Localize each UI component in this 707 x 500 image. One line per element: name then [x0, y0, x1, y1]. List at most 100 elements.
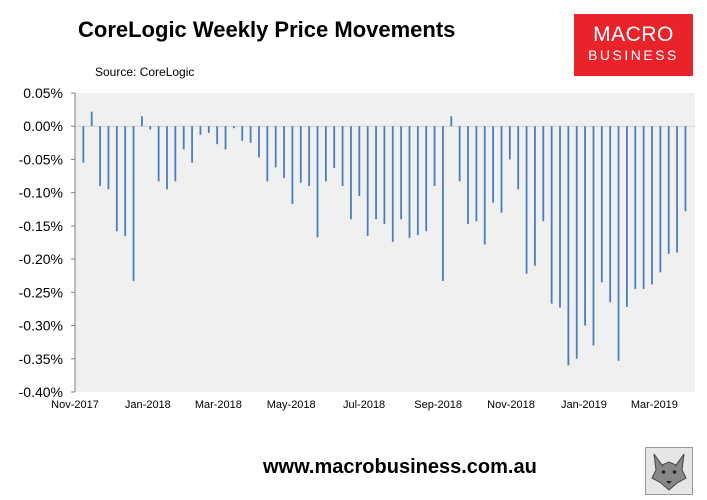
bar — [408, 126, 411, 238]
y-tick-label: -0.35% — [19, 351, 63, 367]
bar — [358, 126, 361, 196]
bar — [324, 126, 327, 182]
y-tick-label: -0.30% — [19, 318, 63, 334]
bar — [684, 126, 687, 212]
bar — [550, 126, 553, 304]
bar — [626, 126, 628, 307]
bar — [333, 126, 336, 169]
bar — [274, 126, 277, 168]
bar — [191, 126, 193, 163]
y-tick-label: -0.15% — [19, 218, 63, 234]
y-tick-label: 0.05% — [23, 85, 63, 101]
bar — [483, 126, 486, 245]
bar — [542, 126, 545, 222]
bar — [400, 126, 403, 220]
bar — [508, 126, 511, 160]
bar — [534, 126, 536, 266]
bar — [224, 126, 227, 150]
bar — [132, 126, 135, 282]
bar — [458, 126, 461, 182]
bar — [584, 126, 586, 326]
bar — [157, 126, 160, 182]
bar — [316, 126, 319, 238]
bar — [308, 126, 311, 187]
bar — [442, 126, 444, 282]
y-tick-label: -0.20% — [19, 251, 63, 267]
macrobusiness-logo[interactable]: MACRO BUSINESS — [574, 14, 693, 76]
bar-chart: 0.05% 0.00% -0.05% -0.10% -0.15% -0.20% -0.25%… — [19, 85, 695, 411]
bar — [283, 126, 285, 179]
bar — [391, 126, 394, 242]
bar — [575, 126, 578, 359]
bar — [90, 111, 93, 127]
bar — [199, 126, 202, 135]
x-tick-label: Jan-2018 — [125, 399, 171, 411]
bar — [124, 126, 127, 236]
bar — [383, 126, 386, 224]
y-tick-label: -0.25% — [19, 284, 63, 300]
x-tick-label: Mar-2019 — [631, 399, 678, 411]
bar — [525, 126, 528, 274]
bar — [174, 126, 177, 182]
x-tick-label: May-2018 — [267, 399, 316, 411]
bar-series — [82, 111, 687, 366]
x-tick-label: Mar-2018 — [195, 399, 242, 411]
bar — [82, 126, 85, 163]
y-tick-label: -0.40% — [19, 384, 63, 400]
bar — [258, 126, 260, 158]
chart-title: CoreLogic Weekly Price Movements — [78, 17, 456, 42]
bar — [492, 126, 495, 203]
bar — [182, 126, 185, 150]
x-tick-label: Jan-2019 — [561, 399, 607, 411]
bar — [416, 126, 419, 236]
wolf-icon — [645, 447, 693, 495]
bar — [642, 126, 645, 290]
bar — [350, 126, 352, 220]
website-url[interactable]: www.macrobusiness.com.au — [263, 456, 537, 478]
bar — [500, 126, 503, 213]
bar — [99, 126, 101, 187]
y-tick-label: 0.00% — [23, 118, 63, 134]
bar — [241, 126, 244, 141]
bar — [517, 126, 520, 190]
bar — [467, 126, 469, 224]
bar — [341, 126, 344, 187]
bar — [567, 126, 570, 366]
bar — [634, 126, 637, 290]
bar — [659, 126, 662, 273]
bar — [433, 126, 436, 187]
bar — [676, 126, 678, 253]
logo-line1: MACRO — [593, 23, 674, 46]
bar — [667, 126, 670, 254]
y-tick-label: -0.05% — [19, 151, 63, 167]
bar — [140, 116, 143, 127]
bar — [425, 126, 428, 232]
x-tick-label: Nov-2017 — [51, 399, 99, 411]
x-tick-label: Jul-2018 — [343, 399, 385, 411]
bar — [232, 126, 235, 129]
bar — [375, 126, 377, 220]
bar — [115, 126, 118, 232]
bar — [266, 126, 269, 182]
x-tick-label: Nov-2018 — [487, 399, 535, 411]
bar — [149, 126, 152, 130]
bar — [559, 126, 561, 308]
y-axis: 0.05% 0.00% -0.05% -0.10% -0.15% -0.20% -0.25%… — [19, 85, 76, 400]
bar — [291, 126, 294, 204]
bar — [617, 126, 620, 361]
bar — [609, 126, 612, 303]
bar — [450, 116, 453, 127]
x-tick-label: Sep-2018 — [414, 399, 462, 411]
y-tick-label: -0.10% — [19, 185, 63, 201]
bar — [166, 126, 168, 190]
bar — [592, 126, 595, 346]
bar — [475, 126, 478, 222]
source-label: Source: CoreLogic — [95, 65, 195, 79]
bar — [299, 126, 302, 183]
x-axis: Nov-2017 Jan-2018 Mar-2018 May-2018 Jul-2018… — [51, 125, 695, 411]
logo-line2: BUSINESS — [588, 47, 679, 63]
bar — [249, 126, 252, 143]
bar — [366, 126, 369, 236]
bar — [107, 126, 110, 190]
bar — [207, 126, 210, 133]
